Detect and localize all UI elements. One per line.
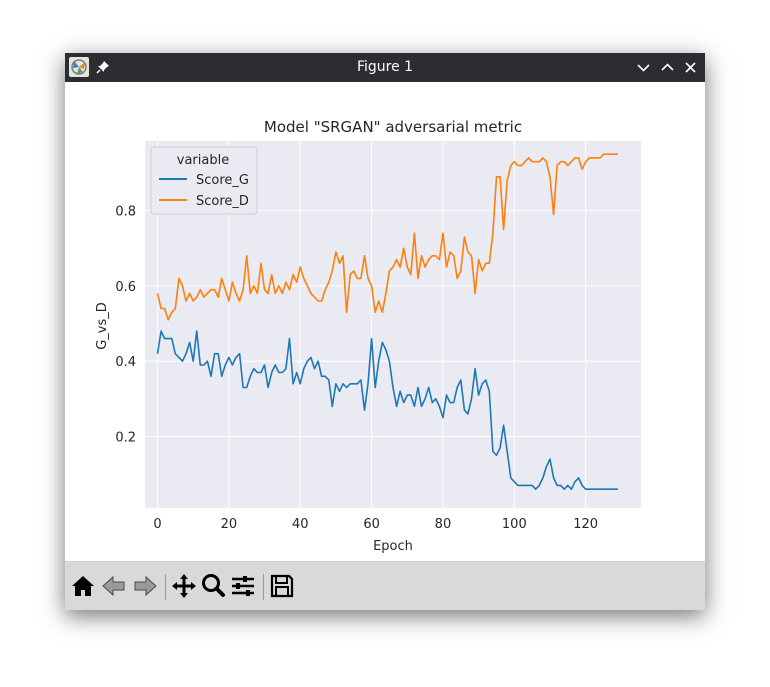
legend-label-score-d: Score_D	[196, 194, 249, 209]
x-tick-label: 80	[435, 517, 452, 532]
home-button[interactable]	[68, 571, 98, 601]
configure-subplots-icon	[232, 576, 254, 596]
pin-icon[interactable]	[95, 59, 111, 75]
line-chart: 0 20 40 60 80 100 120 0.2 0.4 0.6 0.8 Model "SRGAN…	[95, 118, 641, 554]
y-axis-label: G_vs_D	[95, 302, 110, 350]
maximize-button[interactable]	[659, 59, 676, 76]
back-button[interactable]	[99, 571, 129, 601]
x-tick-label: 20	[221, 517, 238, 532]
x-tick-label: 60	[363, 517, 380, 532]
pan-icon	[172, 574, 196, 598]
navigation-toolbar	[65, 561, 705, 610]
legend-title: variable	[177, 153, 229, 168]
forward-icon	[134, 575, 157, 597]
forward-button[interactable]	[130, 571, 160, 601]
chevron-down-icon	[637, 64, 650, 72]
x-tick-label: 40	[292, 517, 309, 532]
pan-button[interactable]	[169, 571, 199, 601]
window-title: Figure 1	[356, 59, 414, 75]
series-line-score-g	[156, 330, 618, 491]
legend: variable Score_G Score_D	[150, 146, 258, 215]
save-icon	[270, 574, 294, 598]
minimize-button[interactable]	[635, 59, 652, 76]
zoom-icon	[202, 574, 225, 597]
chart-title: Model "SRGAN" adversarial metric	[264, 118, 522, 136]
legend-label-score-g: Score_G	[196, 173, 249, 188]
x-tick-label: 0	[153, 517, 161, 532]
y-tick-label: 0.6	[115, 280, 136, 295]
y-tick-label: 0.2	[115, 430, 136, 445]
configure-subplots-button[interactable]	[228, 571, 258, 601]
title-bar: Figure 1	[65, 53, 705, 82]
figure-window: Figure 1 0 20 40 60 80 100 120 0.2 0.4 0.6 0.8 Mod…	[65, 53, 705, 610]
back-icon	[102, 575, 125, 597]
app-icon	[69, 57, 89, 77]
figure-canvas[interactable]: 0 20 40 60 80 100 120 0.2 0.4 0.6 0.8 Model "SRGAN…	[65, 82, 705, 561]
x-tick-label: 100	[502, 517, 527, 532]
toolbar-separator	[165, 574, 166, 600]
zoom-button[interactable]	[198, 571, 228, 601]
y-tick-label: 0.8	[115, 205, 136, 220]
series-line-score-d	[156, 153, 618, 321]
x-axis-label: Epoch	[373, 539, 413, 554]
close-button[interactable]	[682, 59, 699, 76]
x-tick-label: 120	[573, 517, 598, 532]
save-button[interactable]	[267, 571, 297, 601]
y-tick-label: 0.4	[115, 355, 136, 370]
home-icon	[72, 576, 94, 596]
close-icon	[685, 62, 696, 73]
toolbar-separator	[263, 574, 264, 600]
chevron-up-icon	[661, 63, 674, 71]
legend-box	[150, 146, 258, 215]
